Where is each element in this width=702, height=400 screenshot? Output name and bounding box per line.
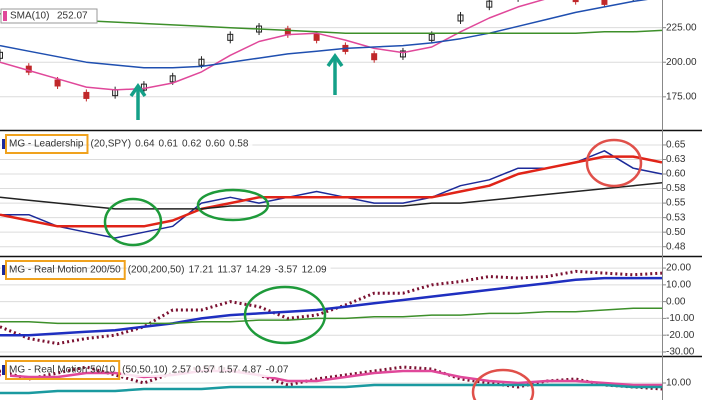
arrow-head: [129, 82, 147, 98]
y-tick-label: 0.55: [666, 198, 686, 209]
circle-annotation: [243, 285, 327, 345]
legend-swatch: [3, 11, 7, 21]
header-swatch: [2, 139, 6, 149]
readout: 17.21: [188, 265, 213, 276]
params-bg: [89, 137, 253, 151]
y-tick-label: 0.53: [666, 212, 686, 223]
candles: [0, 0, 634, 102]
readout: 4.87: [242, 365, 262, 376]
legend-readout: 252.07: [57, 11, 88, 22]
readout: -0.07: [266, 365, 289, 376]
readout: -3.57: [275, 265, 298, 276]
y-tick-label: 0.58: [666, 183, 686, 194]
y-tick-label: 20.00: [666, 263, 691, 274]
panel-title: MG - Leadership: [9, 139, 84, 150]
y-tick-label: -20.00: [666, 330, 695, 341]
y-tick-label: 0.00: [666, 296, 686, 307]
readout: 1.57: [219, 365, 239, 376]
panel: [0, 365, 662, 395]
panel: [0, 267, 662, 353]
header-swatch: [2, 265, 6, 275]
y-tick-label: 0.63: [666, 154, 686, 165]
header-swatch: [2, 365, 6, 375]
panel-title: MG - Real Motion 50/10: [9, 365, 116, 376]
readout: 0.64: [135, 139, 155, 150]
series-line: [0, 0, 648, 69]
headers: SMA(10) 252.07 MG - Leadership (20,SPY) 0.64…: [0, 8, 331, 380]
title-box: [5, 360, 121, 380]
circle-annotation: [196, 188, 270, 222]
readout: 0.61: [159, 139, 179, 150]
series-line: [0, 269, 662, 346]
series-line: [0, 383, 662, 395]
legend-box: [0, 8, 98, 24]
readout: 0.57: [195, 365, 215, 376]
params-bg: [126, 263, 331, 277]
title-box: [5, 134, 89, 154]
series-line: [0, 276, 662, 337]
y-tick-label: -10.00: [666, 313, 695, 324]
readout: 11.37: [217, 265, 242, 276]
arrow: [326, 52, 344, 95]
readout: 0.60: [205, 139, 225, 150]
y-tick-label: 0.60: [666, 169, 686, 180]
legend-name: SMA(10): [10, 11, 49, 22]
panel: [0, 144, 662, 248]
arrow: [129, 82, 147, 120]
y-tick-label: -30.00: [666, 347, 695, 358]
y-tick-label: 0.48: [666, 241, 686, 252]
params-bg: [121, 363, 293, 377]
circle-annotation: [103, 197, 163, 247]
readout: 14.29: [246, 265, 271, 276]
series-line: [0, 155, 662, 228]
arrow-head: [326, 52, 344, 68]
panel-params: (200,200,50): [128, 265, 185, 276]
panel-title: MG - Real Motion 200/50: [9, 265, 121, 276]
y-tick-label: 200.00: [666, 57, 697, 68]
readout: 2.57: [172, 365, 192, 376]
circle-annotation: [471, 368, 535, 400]
y-tick-label: 225.00: [666, 22, 697, 33]
circle-annotation: [585, 138, 643, 188]
y-tick-label: 10.00: [666, 279, 691, 290]
readout: 0.58: [229, 139, 249, 150]
series-line: [0, 369, 662, 387]
title-box: [5, 260, 126, 280]
panel-params: (50,50,10): [122, 365, 168, 376]
panel: [0, 0, 662, 102]
y-tick-label: 10.00: [666, 378, 691, 389]
annotations: [103, 52, 643, 400]
y-tick-label: 0.50: [666, 227, 686, 238]
readout: 0.62: [182, 139, 202, 150]
candle: [0, 51, 3, 59]
series-line: [0, 0, 545, 91]
series-line: [0, 307, 662, 325]
y-tick-label: 175.00: [666, 91, 697, 102]
series-line: [0, 13, 662, 34]
readout: 12.09: [302, 265, 327, 276]
y-tick-label: 0.65: [666, 140, 686, 151]
panel-params: (20,SPY): [90, 139, 131, 150]
